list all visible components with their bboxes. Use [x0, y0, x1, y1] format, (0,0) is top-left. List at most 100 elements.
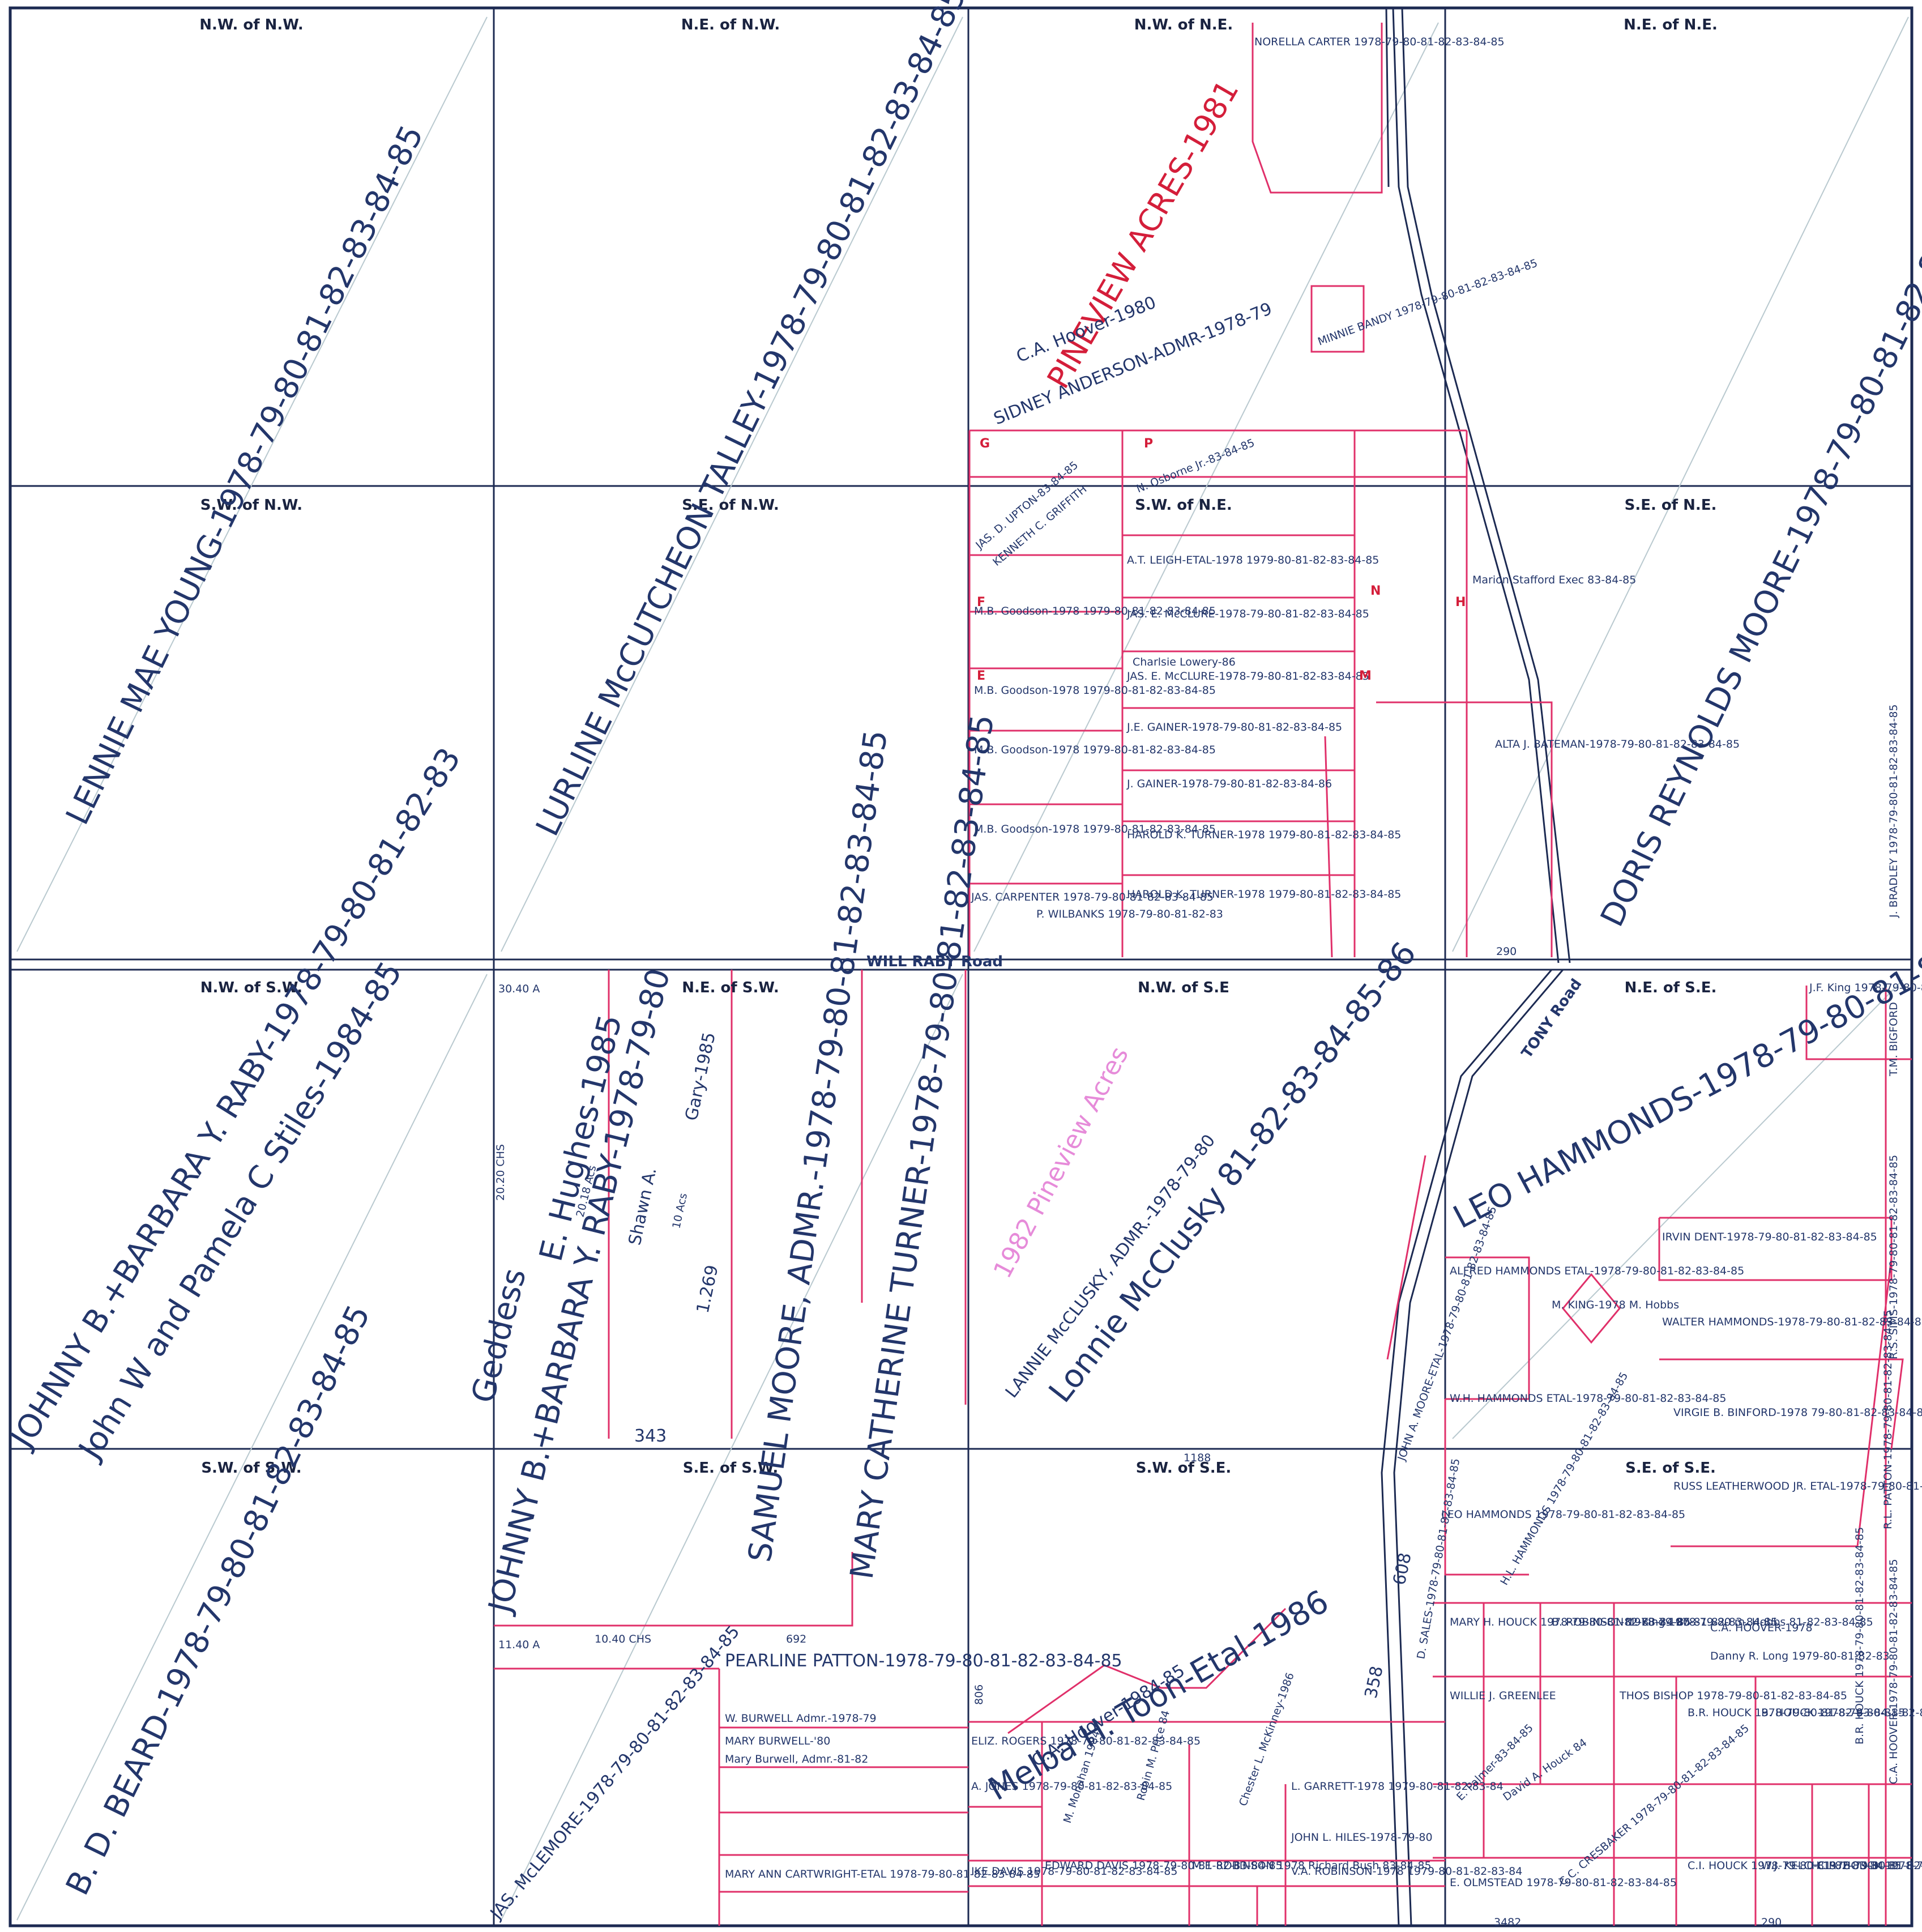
- note-343: 343: [634, 1426, 667, 1446]
- parcel-letter-h: H: [1455, 595, 1466, 609]
- parcel-letter-p: P: [1144, 437, 1153, 451]
- owner-mary-ann-cartwright: MARY ANN CARTWRIGHT-ETAL 1978-79-80-81-8…: [725, 1868, 1040, 1880]
- owner-lennie-mae-young: LENNIE MAE YOUNG-1978-79-80-81-82-83-84-…: [59, 120, 431, 830]
- quarter-label-ne-ne: N.E. of N.E.: [1624, 16, 1718, 33]
- quarter-label-se-nw: S.E. of N.W.: [682, 497, 779, 514]
- owner-ca-hoover-se: C.A. HOOVER-1978: [1710, 1622, 1813, 1634]
- small-notes: 30.40 A 11.40 A 20.20 CHS 10.40 CHS 20.1…: [494, 945, 1782, 1929]
- quarter-label-se-ne: S.E. of N.E.: [1625, 497, 1717, 514]
- note-1188: 1188: [1184, 1452, 1211, 1464]
- owner-a-jones: A. JONES 1978-79-80-81-82-83-84-85: [971, 1780, 1172, 1793]
- owner-raby-nw-sw: JOHNNY B.+BARBARA Y. RABY-1978-79-80-81-…: [3, 741, 468, 1456]
- note-608: 608: [1390, 1551, 1416, 1586]
- note-acres-11: 11.40 A: [498, 1639, 540, 1651]
- parcel-letters: G P F E N H M: [977, 437, 1466, 683]
- owner-mf-robinson: M.F. ROBINSON 1978 Richard Bush 83-84-85: [1192, 1860, 1432, 1872]
- owner-b-robinson: B. ROBINSON 1978-79-80-81-82-83-84-85: [1552, 1616, 1778, 1628]
- owner-mcclusky-admr: LANNIE McCLUSKY, ADMR.-1978-79-80: [1002, 1131, 1219, 1402]
- quarter-labels: N.W. of N.W. N.E. of N.W. N.W. of N.E. N…: [199, 16, 1718, 1477]
- owner-wj-kelch: W.J. KELCH 1978-79-80-81-82-83-84-85: [1761, 1860, 1922, 1872]
- note-290-b: 290: [1761, 1916, 1782, 1929]
- owner-danny-long: Danny R. Long 1979-80-81-82-83: [1710, 1650, 1890, 1662]
- owner-m-king-se: M. King 1978-79-80 m. Hobbs 81-82-83-84-…: [1625, 1616, 1873, 1628]
- owner-mary-h-houck: MARY H. HOUCK 1978-79-80-81-82-83-84-85: [1450, 1616, 1691, 1628]
- owner-jas-mclemore: JAS. McLEMORE-1978-79-80-81-82-83-84-85: [486, 1622, 744, 1924]
- note-358: 358: [1361, 1664, 1387, 1700]
- parcel-letter-f: F: [977, 595, 985, 609]
- owner-lurline-talley: LURLINE McCUTCHEON TALLEY-1978-79-80-81-…: [529, 0, 973, 842]
- owner-charlsie-lowery: Charlsie Lowery-86: [1133, 656, 1236, 668]
- quarter-label-se-se: S.E. of S.E.: [1625, 1460, 1716, 1477]
- owner-harold-turner-2: HAROLD K. TURNER-1978 1979-80-81-82-83-8…: [1127, 888, 1401, 901]
- owner-ca-hoover-east: C.A. HOOVER 1978-79-80-81-82-83-84-85: [1887, 1559, 1900, 1784]
- owner-br-houck: B.R. HOUCK 1978-79-80-81-82-83-84-85: [1688, 1707, 1905, 1719]
- owner-j-gainer: J. GAINER-1978-79-80-81-82-83-84-86: [1126, 778, 1332, 790]
- tony-road-label: TONY Road: [1518, 976, 1585, 1061]
- note-290-a: 290: [1496, 945, 1517, 958]
- owner-ike-davis: IKE DAVIS 1978-79-80-81-82-83-84-85: [971, 1865, 1177, 1878]
- owner-stiles: John W and Pamela C Stiles-1984-85: [71, 956, 409, 1467]
- quarter-label-nw-sw: N.W. of S.W.: [200, 979, 302, 996]
- owner-d-sales: D. SALES-1978-79-80-81-82-83-84-85: [1415, 1457, 1462, 1660]
- owner-thos-bishop: THOS BISHOP 1978-79-80-81-82-83-84-85: [1619, 1690, 1847, 1702]
- owner-lonnie-mcclusky: Lonnie McClusky 81-82-83-84-85-86: [1042, 935, 1424, 1409]
- quarter-label-nw-ne: N.W. of N.E.: [1134, 16, 1233, 33]
- map-border: [8, 6, 1914, 1927]
- owner-leo-hammonds-se: LEO HAMMONDS 1978-79-80-81-82-83-84-85: [1441, 1508, 1685, 1521]
- quarter-label-nw-nw: N.W. of N.W.: [199, 16, 303, 33]
- owner-b-houck: B. HOUCK 1978-79-80-81-82-83-84-85: [1761, 1707, 1922, 1719]
- owner-russ-leatherwood: RUSS LEATHERWOOD JR. ETAL-1978-79-80-81-…: [1673, 1480, 1922, 1492]
- owner-cr-houck: C.R. HOUCK 1978-79-80-81-82-83-84-85: [1818, 1860, 1922, 1872]
- owner-walter-hammonds: WALTER HAMMONDS-1978-79-80-81-82-83-84-8…: [1662, 1316, 1922, 1328]
- note-3482: 3482: [1494, 1916, 1521, 1929]
- owner-willie-greenlee: WILLIE J. GREENLEE: [1450, 1690, 1556, 1702]
- note-chs-10: 10.40 CHS: [595, 1633, 651, 1645]
- note-1269: 1.269: [693, 1263, 723, 1315]
- diagonal-guides: [16, 16, 1909, 1921]
- owner-at-leigh: A.T. LEIGH-ETAL-1978 1979-80-81-82-83-84…: [1127, 554, 1379, 566]
- owner-shawn: Shawn A.: [625, 1166, 661, 1247]
- owner-rl-patton: R.L. PATTON-1978-79-80-81-82-83-84-85: [1882, 1310, 1894, 1529]
- owner-j-bradley: J. BRADLEY 1978-79-80-81-82-83-84-85: [1887, 704, 1900, 918]
- will-raby-road-label: WILL RABY Road: [866, 953, 1003, 970]
- owner-e-olmstead: E. OLMSTEAD 1978-79-80-81-82-83-84-85: [1450, 1876, 1677, 1889]
- owner-pearline-patton: PEARLINE PATTON-1978-79-80-81-82-83-84-8…: [725, 1651, 1122, 1671]
- note-acres-10: 10 Acs: [670, 1192, 690, 1230]
- note-chs-20: 20.20 CHS: [494, 1144, 507, 1201]
- owner-w-burwell: W. BURWELL Admr.-1978-79: [725, 1712, 877, 1725]
- parcel-lines: [494, 23, 1912, 1926]
- owner-john-hiles: JOHN L. HILES-1978-79-80: [1291, 1831, 1433, 1844]
- quarter-label-nw-se: N.W. of S.E: [1138, 979, 1229, 996]
- quarter-label-sw-se: S.W. of S.E.: [1136, 1460, 1232, 1477]
- owner-doris-moore: DORIS REYNOLDS MOORE-1978-79-80-81-82-83…: [1594, 137, 1922, 932]
- quarter-label-ne-se: N.E. of S.E.: [1625, 979, 1717, 996]
- owner-gary: Gary-1985: [682, 1030, 720, 1122]
- owner-goodson-3: M.B. Goodson-1978 1979-80-81-82-83-84-85: [974, 744, 1216, 756]
- quarter-label-ne-nw: N.E. of N.W.: [681, 16, 780, 33]
- owner-mcclure-2: JAS. E. McCLURE-1978-79-80-81-82-83-84-8…: [1126, 670, 1369, 683]
- owner-br-houck-east: B.R. HOUCK 1978-79-80-81-82-83-84-85: [1853, 1527, 1866, 1745]
- owner-alta-bateman: ALTA J. BATEMAN-1978-79-80-81-82-83-84-8…: [1495, 738, 1740, 750]
- owner-jf-king: J.F. King 1978-79-80-81-82-83-84-85: [1809, 982, 1922, 994]
- quarter-label-sw-nw: S.W. of N.W.: [200, 497, 302, 514]
- owner-irvin-dent: IRVIN DENT-1978-79-80-81-82-83-84-85: [1662, 1231, 1877, 1243]
- parcel-letter-g: G: [980, 437, 990, 451]
- owner-eliz-rogers: ELIZ. ROGERS 1978-79-80-81-82-83-84-85: [971, 1735, 1201, 1747]
- owner-john-moore-etal: JOHN A. MOORE-ETAL-1978-79-80-81-82-83-8…: [1395, 1205, 1500, 1463]
- owner-edward-davis: EDWARD DAVIS 1978-79-80-81-82-83-84-85: [1045, 1860, 1283, 1872]
- parcel-letter-e: E: [977, 669, 985, 683]
- owner-je-gainer: J.E. GAINER-1978-79-80-81-82-83-84-85: [1126, 721, 1342, 733]
- owner-minnie-bandy: MINNIE BANDY 1978-79-80-81-82-83-84-85: [1316, 257, 1539, 348]
- note-806: 806: [973, 1684, 985, 1705]
- parcel-letter-n: N: [1370, 584, 1381, 598]
- quarter-label-ne-sw: N.E. of S.W.: [682, 979, 779, 996]
- owner-chester-mckinney: Chester L. McKinney-1986: [1237, 1671, 1297, 1808]
- owner-va-robinson: V.A. ROBINSON-1978 1979-80-81-82-83-84: [1291, 1865, 1522, 1878]
- owner-wh-hammonds: W.H. HAMMONDS ETAL-1978-79-80-81-82-83-8…: [1450, 1392, 1726, 1405]
- quarter-label-se-sw: S.E. of S.W.: [683, 1460, 779, 1477]
- owner-goodson-4: M.B. Goodson-1978 1979-80-81-82-83-84-85: [974, 823, 1216, 835]
- owner-p-wilbanks: P. WILBANKS 1978-79-80-81-82-83: [1036, 908, 1223, 920]
- owner-geddess: Geddess: [465, 1265, 534, 1406]
- note-692: 692: [786, 1633, 806, 1645]
- owner-harold-turner-1: HAROLD K. TURNER-1978 1979-80-81-82-83-8…: [1127, 829, 1401, 841]
